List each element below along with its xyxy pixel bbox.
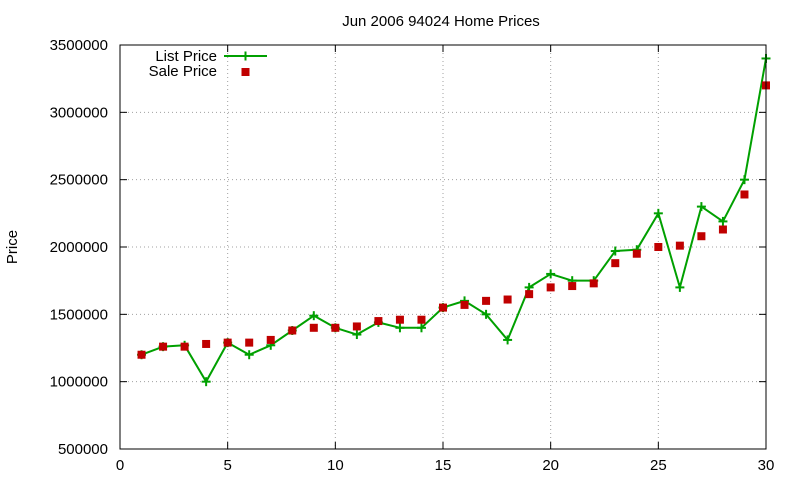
- series-line: [141, 58, 767, 383]
- data-point: [244, 350, 254, 360]
- data-point: [482, 296, 491, 305]
- x-tick-label: 15: [435, 457, 452, 474]
- data-point: [610, 246, 620, 256]
- y-tick-label: 2000000: [50, 239, 108, 256]
- plot-series: [137, 53, 771, 387]
- data-point: [223, 338, 232, 347]
- y-tick-label: 3500000: [50, 37, 108, 54]
- data-point: [352, 330, 362, 340]
- data-point: [159, 342, 168, 351]
- x-tick-label: 10: [327, 457, 344, 474]
- data-point: [675, 282, 685, 292]
- data-point: [352, 322, 361, 331]
- data-point: [632, 249, 641, 258]
- data-point: [675, 241, 684, 250]
- legend-square-marker: [241, 68, 250, 76]
- data-point: [309, 323, 318, 332]
- x-tick-label: 5: [223, 457, 231, 474]
- legend-marker-list-price: [241, 51, 250, 61]
- data-point: [395, 323, 405, 333]
- data-point: [740, 190, 749, 199]
- chart-title: Jun 2006 94024 Home Prices: [342, 13, 540, 30]
- data-point: [503, 335, 513, 345]
- data-point: [568, 282, 577, 291]
- data-point: [546, 283, 555, 292]
- data-point: [525, 290, 534, 299]
- data-point: [718, 216, 728, 226]
- data-point: [439, 303, 447, 312]
- data-point: [503, 295, 512, 304]
- axis-ticks: 500000 1000000 1500000 2000000 2500000 300000…: [50, 37, 775, 474]
- data-point: [201, 377, 211, 387]
- y-tick-label: 3000000: [50, 104, 108, 121]
- data-point: [202, 339, 211, 348]
- y-tick-label: 2500000: [50, 172, 108, 189]
- data-point: [137, 350, 146, 359]
- legend-plus-marker: [241, 51, 250, 61]
- data-point: [180, 342, 189, 351]
- data-point: [697, 232, 706, 241]
- data-point: [611, 259, 620, 268]
- y-tick-label: 1000000: [50, 374, 108, 391]
- series-list-price: [137, 53, 771, 387]
- data-point: [718, 225, 727, 234]
- data-point: [395, 315, 404, 324]
- y-tick-label: 1500000: [50, 306, 108, 323]
- data-point: [331, 323, 340, 332]
- data-point: [374, 317, 383, 326]
- legend-label-sale-price: Sale Price: [149, 63, 217, 80]
- data-point: [417, 315, 426, 324]
- data-point: [460, 300, 469, 309]
- y-tick-label: 500000: [58, 441, 108, 458]
- data-point: [266, 335, 275, 344]
- x-tick-label: 20: [542, 457, 559, 474]
- series-sale-price: [137, 81, 770, 359]
- data-point: [696, 202, 706, 212]
- data-point: [654, 243, 663, 251]
- legend-label-list-price: List Price: [155, 48, 217, 65]
- data-point: [416, 323, 426, 333]
- data-point: [589, 279, 598, 288]
- x-tick-label: 25: [650, 457, 667, 474]
- x-tick-label: 30: [758, 457, 775, 474]
- data-point: [481, 309, 491, 319]
- data-point: [653, 208, 663, 218]
- legend: List Price Sale Price: [149, 48, 267, 80]
- x-tick-label: 0: [116, 457, 124, 474]
- legend-marker-sale-price: [241, 68, 250, 76]
- data-point: [309, 311, 319, 321]
- y-axis-label: Price: [4, 230, 21, 264]
- data-point: [546, 269, 556, 279]
- data-point: [288, 326, 297, 335]
- data-point: [739, 175, 749, 185]
- data-point: [245, 338, 254, 347]
